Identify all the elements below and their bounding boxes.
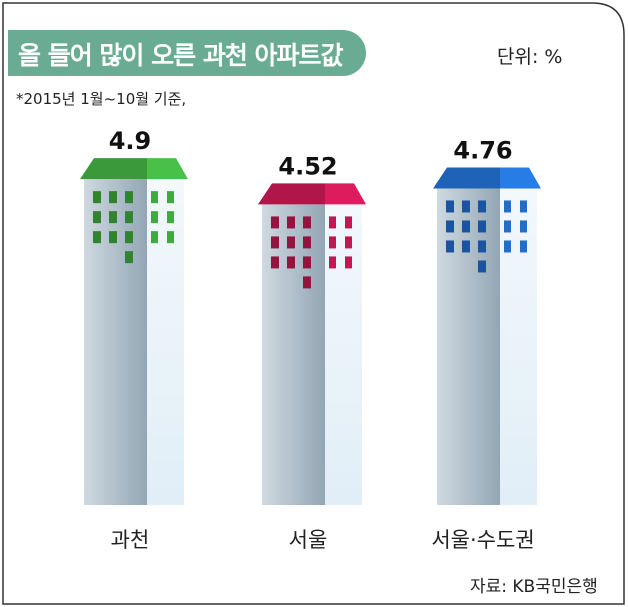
window (109, 191, 117, 204)
data-label: 4.76 (453, 136, 512, 164)
window (478, 200, 486, 213)
window (151, 191, 158, 204)
window (151, 211, 158, 224)
window (303, 256, 311, 269)
window (520, 220, 527, 233)
roof-front (258, 183, 325, 205)
roof-side (147, 158, 188, 180)
unit-label: 단위: % (497, 46, 563, 68)
window (125, 211, 133, 224)
window (93, 211, 101, 224)
window (109, 211, 117, 224)
roof-side (325, 183, 366, 205)
window (271, 256, 279, 269)
window (329, 216, 336, 229)
window (303, 236, 311, 249)
bar-side (325, 204, 362, 506)
footnote: *2015년 1월~10월 기준, (16, 90, 187, 108)
category-label: 서울 (289, 528, 328, 552)
bar-side (147, 179, 184, 505)
roof-side (500, 167, 541, 189)
window (478, 220, 486, 233)
category-label: 서울·수도권 (431, 528, 534, 552)
window (125, 251, 133, 264)
bar-front (84, 179, 147, 505)
window (109, 231, 117, 244)
chart-title: 올 들어 많이 오른 과천 아파트값 (18, 41, 344, 70)
title-banner (8, 30, 366, 76)
window (446, 240, 454, 253)
building-bar: 4.76 서울·수도권 (431, 136, 541, 552)
window (271, 216, 279, 229)
window (303, 276, 311, 289)
data-label: 4.52 (278, 152, 337, 180)
window (446, 220, 454, 233)
roof-front (433, 167, 500, 189)
window (167, 191, 174, 204)
window (287, 216, 295, 229)
window (478, 260, 486, 273)
window (93, 191, 101, 204)
window (462, 200, 470, 213)
window (478, 240, 486, 253)
bar-side (500, 188, 537, 505)
window (520, 240, 527, 253)
window (462, 220, 470, 233)
window (504, 200, 511, 213)
window (345, 256, 352, 269)
window (504, 240, 511, 253)
roof-front (80, 158, 147, 180)
window (345, 216, 352, 229)
source-label: 자료: KB국민은행 (470, 577, 598, 597)
window (329, 256, 336, 269)
bar-front (262, 204, 325, 506)
window (125, 191, 133, 204)
bar-front (437, 188, 500, 505)
window (93, 231, 101, 244)
window (462, 240, 470, 253)
building-bar: 4.9 과천 (80, 127, 188, 552)
category-label: 과천 (111, 528, 150, 552)
window (271, 236, 279, 249)
window (287, 256, 295, 269)
window (446, 200, 454, 213)
window (151, 231, 158, 244)
window (167, 231, 174, 244)
window (329, 236, 336, 249)
window (167, 211, 174, 224)
building-bar: 4.52 서울 (258, 152, 366, 552)
window (303, 216, 311, 229)
data-label: 4.9 (109, 127, 152, 155)
window (287, 236, 295, 249)
window (504, 220, 511, 233)
window (520, 200, 527, 213)
window (345, 236, 352, 249)
window (125, 231, 133, 244)
